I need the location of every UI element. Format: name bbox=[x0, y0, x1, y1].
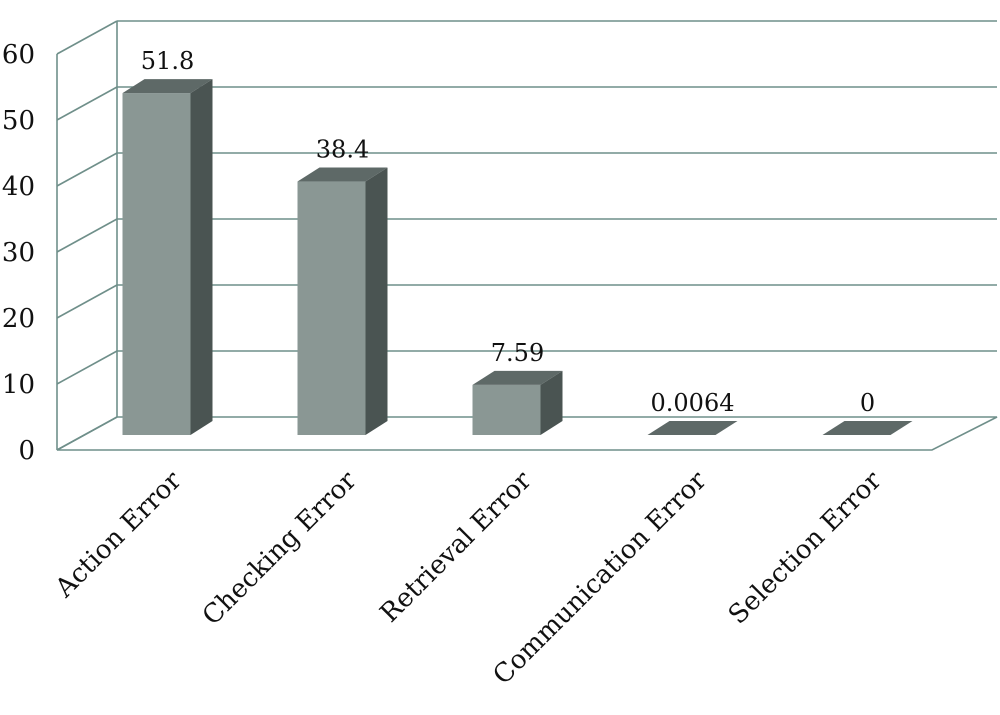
axes bbox=[56, 21, 998, 451]
gridlines bbox=[56, 20, 997, 451]
bar-side bbox=[190, 79, 213, 436]
y-tick-label: 30 bbox=[2, 238, 35, 268]
x-tick-label: Selection Error bbox=[723, 465, 888, 630]
bars bbox=[122, 79, 913, 436]
x-tick-label: Retrieval Error bbox=[375, 465, 538, 628]
bar-top bbox=[472, 370, 563, 385]
gridline-depth bbox=[56, 86, 118, 121]
data-label: 38.4 bbox=[316, 136, 369, 164]
y-tick-label: 40 bbox=[2, 172, 35, 202]
data-label: 7.59 bbox=[491, 339, 544, 367]
data-label: 0.0064 bbox=[651, 389, 735, 417]
gridline-depth bbox=[56, 20, 118, 55]
x-tick-label: Checking Error bbox=[197, 465, 363, 631]
bar-top bbox=[822, 421, 913, 435]
data-label: 51.8 bbox=[141, 47, 194, 75]
data-label: 0 bbox=[860, 389, 875, 417]
y-tick-label: 0 bbox=[18, 436, 35, 466]
gridline-depth bbox=[56, 284, 118, 319]
y-tick-label: 10 bbox=[2, 370, 35, 400]
y-tick-label: 50 bbox=[2, 106, 35, 136]
bar bbox=[297, 181, 366, 435]
bar-side bbox=[540, 370, 563, 435]
bar-top bbox=[647, 420, 738, 435]
bar-side bbox=[365, 167, 388, 435]
gridline-depth bbox=[56, 218, 118, 253]
y-tick-label: 20 bbox=[2, 304, 35, 334]
bar bbox=[122, 93, 191, 436]
x-tick-label: Action Error bbox=[49, 465, 188, 604]
bar-top bbox=[297, 167, 388, 182]
gridline-depth bbox=[56, 350, 118, 385]
bar bbox=[472, 384, 541, 435]
bar-top bbox=[122, 79, 213, 94]
gridline-depth bbox=[56, 152, 118, 187]
floor-plane bbox=[56, 416, 998, 451]
y-tick-label: 60 bbox=[2, 40, 35, 70]
